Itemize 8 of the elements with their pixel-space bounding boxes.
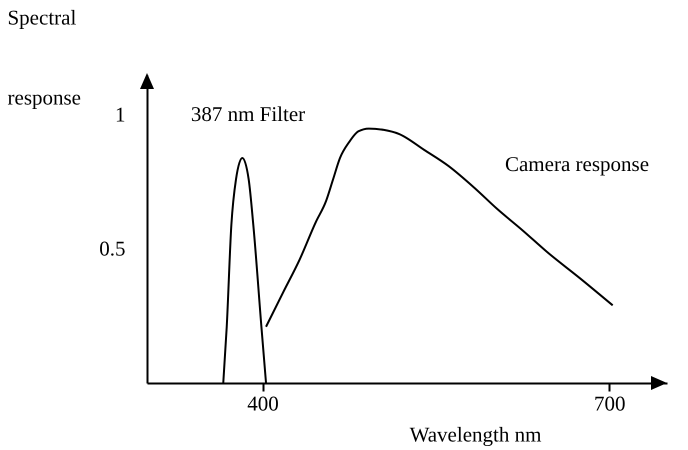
- text: Spectral response: [8, 6, 81, 110]
- annotation: 387 nm Filter: [190, 102, 306, 126]
- x-tick-label: 400: [247, 392, 279, 416]
- annotation: Camera response: [504, 152, 650, 176]
- y-tick-label: 1: [115, 102, 126, 127]
- x-tick-label: 700: [594, 392, 626, 416]
- x-axis-title: Wavelength nm: [410, 422, 542, 446]
- y-tick-label: 0.5: [99, 236, 126, 261]
